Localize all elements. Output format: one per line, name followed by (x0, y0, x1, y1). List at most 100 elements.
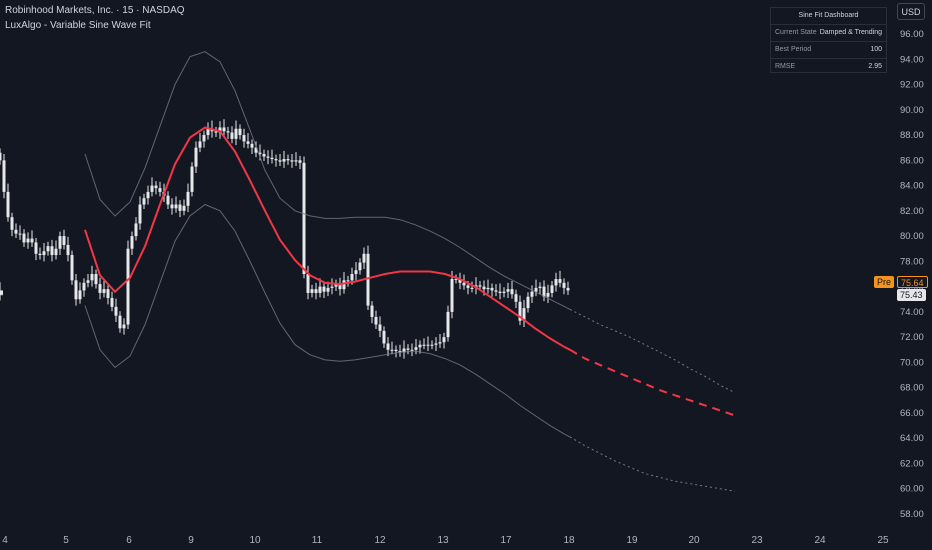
candle (42, 243, 46, 262)
candle (454, 274, 458, 284)
candle (346, 275, 350, 287)
x-tick-label: 11 (312, 535, 323, 546)
candle (406, 344, 410, 355)
candles-layer (0, 119, 570, 359)
candle (234, 120, 238, 146)
candle (222, 119, 226, 136)
currency-button[interactable]: USD (897, 3, 925, 20)
x-tick-label: 10 (249, 535, 261, 546)
candle (514, 289, 518, 309)
candle (18, 225, 22, 240)
indicator-title[interactable]: LuxAlgo - Variable Sine Wave Fit (5, 20, 151, 31)
candle (242, 128, 246, 148)
x-tick-label: 13 (437, 535, 449, 546)
candle (530, 285, 534, 304)
candle (318, 278, 322, 298)
candle (542, 280, 546, 302)
x-tick-label: 19 (626, 535, 638, 546)
candle (566, 281, 570, 295)
candle (186, 183, 190, 213)
dashboard-row-state: Current State Damped & Trending (771, 25, 886, 42)
x-tick-label: 23 (751, 535, 763, 546)
candle (382, 326, 386, 348)
candle (238, 124, 242, 140)
candle (538, 282, 542, 295)
candle (562, 278, 566, 295)
x-tick-label: 20 (688, 535, 700, 546)
candle (122, 318, 126, 335)
candle (286, 154, 290, 165)
time-axis: 4 5 6 9 10 11 12 13 17 18 19 20 23 24 25 (2, 535, 889, 546)
candle (494, 284, 498, 297)
y-tick-label: 64.00 (900, 433, 924, 444)
dashboard-value: 2.95 (868, 63, 882, 70)
x-tick-label: 5 (63, 535, 69, 546)
candle (518, 295, 522, 326)
candle (330, 278, 334, 295)
candle (94, 269, 98, 289)
candle (10, 212, 14, 237)
upper-band-forecast (569, 308, 736, 394)
y-tick-label: 88.00 (900, 130, 924, 141)
candle (34, 238, 38, 261)
candle (554, 272, 558, 292)
candle (310, 284, 314, 298)
sine-fit-line (84, 126, 571, 351)
candle (54, 240, 58, 260)
candle (410, 343, 414, 357)
candle (218, 121, 222, 139)
candle (534, 279, 538, 297)
candle (86, 274, 90, 288)
candle (390, 341, 394, 355)
candle (338, 277, 342, 296)
candle (106, 284, 110, 305)
lower-band-forecast (569, 436, 736, 492)
candle (138, 196, 142, 230)
y-tick-label: 80.00 (900, 231, 924, 242)
pre-market-price-tag: 75.64 (897, 276, 928, 288)
candle (458, 272, 462, 290)
candle (166, 191, 170, 209)
candle (38, 247, 42, 260)
y-tick-label: 62.00 (900, 458, 924, 469)
candle (266, 150, 270, 165)
candle (146, 185, 150, 205)
x-tick-label: 12 (374, 535, 386, 546)
candle (0, 289, 3, 299)
price-axis: 96.00 94.00 92.00 90.00 88.00 86.00 84.00 82.00… (900, 29, 924, 520)
candle (2, 154, 6, 199)
y-tick-label: 60.00 (900, 484, 924, 495)
candle (502, 287, 506, 298)
y-tick-label: 66.00 (900, 408, 924, 419)
candle (102, 280, 106, 298)
sine-bands-layer (84, 51, 736, 492)
candle (402, 340, 406, 359)
candle (126, 240, 130, 329)
lower-band-line (84, 203, 571, 438)
y-tick-label: 90.00 (900, 105, 924, 116)
candle (398, 344, 402, 357)
candle (134, 217, 138, 241)
last-price-tag: 75.43 (897, 289, 926, 301)
candle (90, 265, 94, 287)
candle (322, 282, 326, 298)
dashboard-title: Sine Fit Dashboard (771, 8, 886, 25)
candle (198, 133, 202, 153)
candle (114, 298, 118, 322)
candle (374, 310, 378, 329)
candle (490, 283, 494, 297)
y-tick-label: 58.00 (900, 509, 924, 520)
candle (506, 282, 510, 298)
y-tick-label: 96.00 (900, 29, 924, 40)
candle (550, 280, 554, 298)
candle (418, 340, 422, 354)
candle (362, 247, 366, 269)
candle (226, 126, 230, 139)
candle (254, 141, 258, 158)
candle (314, 282, 318, 300)
candle (182, 199, 186, 216)
candle (214, 126, 218, 137)
candle (282, 150, 286, 168)
candle (470, 281, 474, 293)
